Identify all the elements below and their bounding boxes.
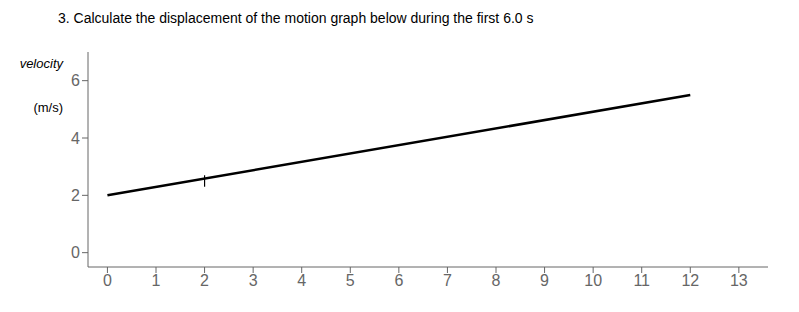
- svg-text:13: 13: [730, 272, 748, 289]
- svg-text:2: 2: [71, 187, 80, 204]
- html-text:(m/s): (m/s): [33, 100, 63, 115]
- svg-text:12: 12: [681, 272, 699, 289]
- svg-text:3: 3: [249, 272, 258, 289]
- html-text:3. Calculate the displacement: 3. Calculate the displacement of the mot…: [58, 10, 534, 26]
- svg-text:0: 0: [71, 244, 80, 261]
- svg-text:10: 10: [584, 272, 602, 289]
- svg-text:11: 11: [633, 272, 650, 289]
- svg-text:6: 6: [394, 272, 403, 289]
- svg-text:2: 2: [200, 272, 209, 289]
- svg-text:4: 4: [71, 130, 80, 147]
- svg-text:9: 9: [540, 272, 549, 289]
- svg-text:8: 8: [492, 272, 501, 289]
- svg-text:4: 4: [297, 272, 306, 289]
- html-text:velocity: velocity: [19, 56, 63, 71]
- svg-text:7: 7: [443, 272, 452, 289]
- svg-text:6: 6: [71, 72, 80, 89]
- svg-text:0: 0: [103, 272, 112, 289]
- svg-text:1: 1: [152, 272, 161, 289]
- svg-text:5: 5: [346, 272, 355, 289]
